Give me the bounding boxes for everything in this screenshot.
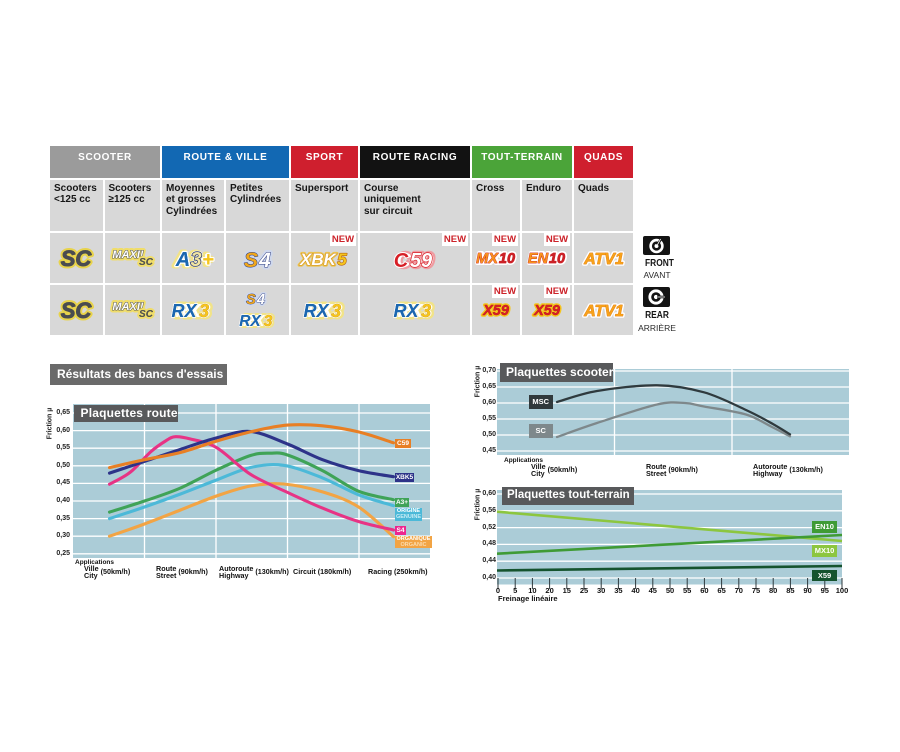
svg-text:S: S <box>243 249 257 272</box>
svg-text:4: 4 <box>258 249 271 272</box>
svg-text:A: A <box>175 249 190 271</box>
svg-text:3: 3 <box>190 249 201 271</box>
svg-text:3: 3 <box>263 313 272 330</box>
svg-text:A: A <box>175 249 190 271</box>
svg-text:SC: SC <box>139 309 154 320</box>
svg-text:XBK: XBK <box>299 250 338 269</box>
svg-text:3: 3 <box>330 301 340 321</box>
svg-text:RX3: RX3 <box>397 301 432 321</box>
svg-text:MAXI!: MAXI! <box>113 249 145 261</box>
svg-text:4: 4 <box>255 292 264 308</box>
svg-text:A3+: A3+ <box>173 249 212 271</box>
svg-text:S: S <box>246 292 256 308</box>
svg-text:3: 3 <box>190 249 201 271</box>
svg-text:SC: SC <box>61 298 93 323</box>
svg-text:RX3: RX3 <box>242 313 273 330</box>
svg-text:MX: MX <box>476 251 499 267</box>
svg-text:SC: SC <box>61 246 93 271</box>
svg-text:3: 3 <box>421 301 431 321</box>
svg-text:XBK: XBK <box>299 250 338 269</box>
svg-text:RX: RX <box>393 301 419 321</box>
svg-text:RX: RX <box>171 301 197 321</box>
svg-text:3: 3 <box>330 301 340 321</box>
svg-text:S: S <box>246 292 256 308</box>
svg-text:5: 5 <box>337 250 347 269</box>
svg-text:MAXI!: MAXI! <box>113 301 145 313</box>
svg-text:RX: RX <box>171 301 197 321</box>
svg-text:MAXI!: MAXI! <box>113 301 145 313</box>
svg-text:RX: RX <box>303 301 329 321</box>
svg-text:4: 4 <box>258 249 271 272</box>
svg-text:10: 10 <box>499 251 515 267</box>
svg-text:EN: EN <box>528 251 549 267</box>
svg-text:C: C <box>394 250 409 272</box>
svg-text:SC: SC <box>139 257 154 268</box>
svg-text:EN10: EN10 <box>529 251 565 267</box>
svg-text:RX: RX <box>303 301 329 321</box>
svg-text:ATV1: ATV1 <box>583 303 624 320</box>
svg-text:X59: X59 <box>482 303 509 319</box>
svg-text:SC: SC <box>139 257 154 268</box>
svg-text:SC: SC <box>139 309 154 320</box>
svg-text:3: 3 <box>263 313 272 330</box>
svg-text:RX: RX <box>239 313 262 330</box>
svg-text:C59: C59 <box>397 250 435 272</box>
svg-text:X59: X59 <box>533 303 560 319</box>
svg-text:MAXI!: MAXI! <box>113 249 145 261</box>
svg-text:ATV1: ATV1 <box>583 251 624 268</box>
svg-text:3: 3 <box>199 301 209 321</box>
svg-text:S: S <box>243 249 257 272</box>
svg-text:X59: X59 <box>482 303 509 319</box>
svg-text:ATV1: ATV1 <box>583 303 624 320</box>
svg-text:4: 4 <box>255 292 264 308</box>
svg-text:RX: RX <box>239 313 262 330</box>
svg-text:+: + <box>202 249 214 271</box>
svg-text:RX: RX <box>393 301 419 321</box>
svg-text:10: 10 <box>549 251 565 267</box>
svg-text:+: + <box>202 249 214 271</box>
svg-text:MX10: MX10 <box>477 251 515 267</box>
svg-text:SC: SC <box>61 298 93 323</box>
svg-text:ATV1: ATV1 <box>583 251 624 268</box>
svg-text:59: 59 <box>410 250 433 272</box>
svg-text:X59: X59 <box>533 303 560 319</box>
svg-text:3: 3 <box>421 301 431 321</box>
svg-text:RX3: RX3 <box>175 301 210 321</box>
svg-text:SC: SC <box>61 246 93 271</box>
svg-text:RX3: RX3 <box>307 301 342 321</box>
svg-text:3: 3 <box>199 301 209 321</box>
